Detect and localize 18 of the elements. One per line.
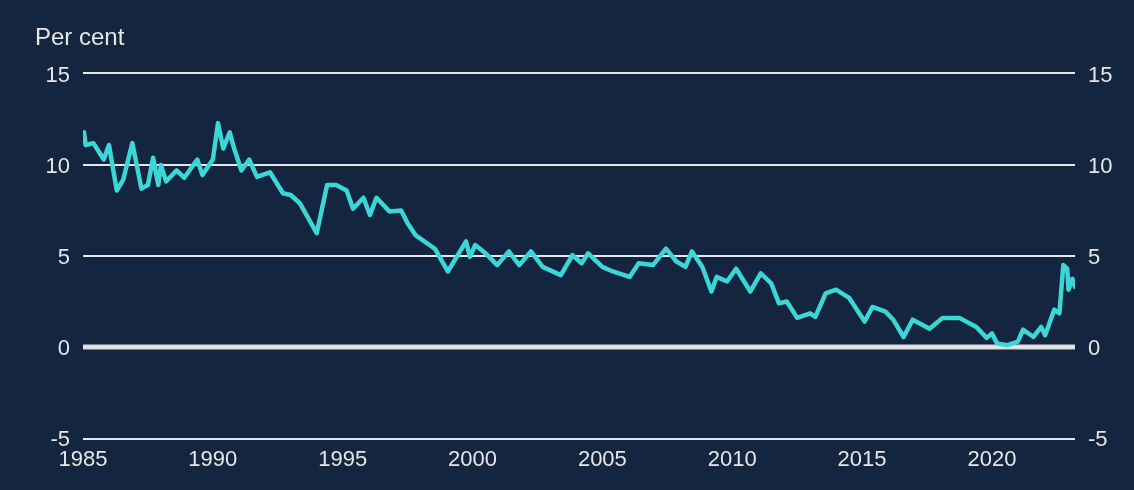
- y2-tick-label: 10: [1088, 152, 1113, 178]
- x-tick-label: 1995: [318, 446, 368, 472]
- y-tick-label: 0: [57, 334, 70, 360]
- y-tick-label: 5: [57, 243, 70, 269]
- y-tick-label: 10: [45, 152, 70, 178]
- y2-tick-label: -5: [1088, 425, 1108, 451]
- y2-tick-label: 15: [1088, 61, 1113, 87]
- line-series: [83, 120, 1075, 348]
- y2-tick-label: 0: [1088, 334, 1101, 360]
- x-tick-label: 2015: [837, 446, 887, 472]
- x-tick-label: 2010: [707, 446, 757, 472]
- y2-tick-label: 5: [1088, 243, 1101, 269]
- y-axis-title: Per cent: [35, 23, 125, 50]
- x-tick-label: 2000: [448, 446, 498, 472]
- x-tick-label: 2020: [967, 446, 1017, 472]
- x-tick-label: 2005: [577, 446, 627, 472]
- y-tick-label: 15: [45, 61, 70, 87]
- x-tick-label: 1990: [188, 446, 238, 472]
